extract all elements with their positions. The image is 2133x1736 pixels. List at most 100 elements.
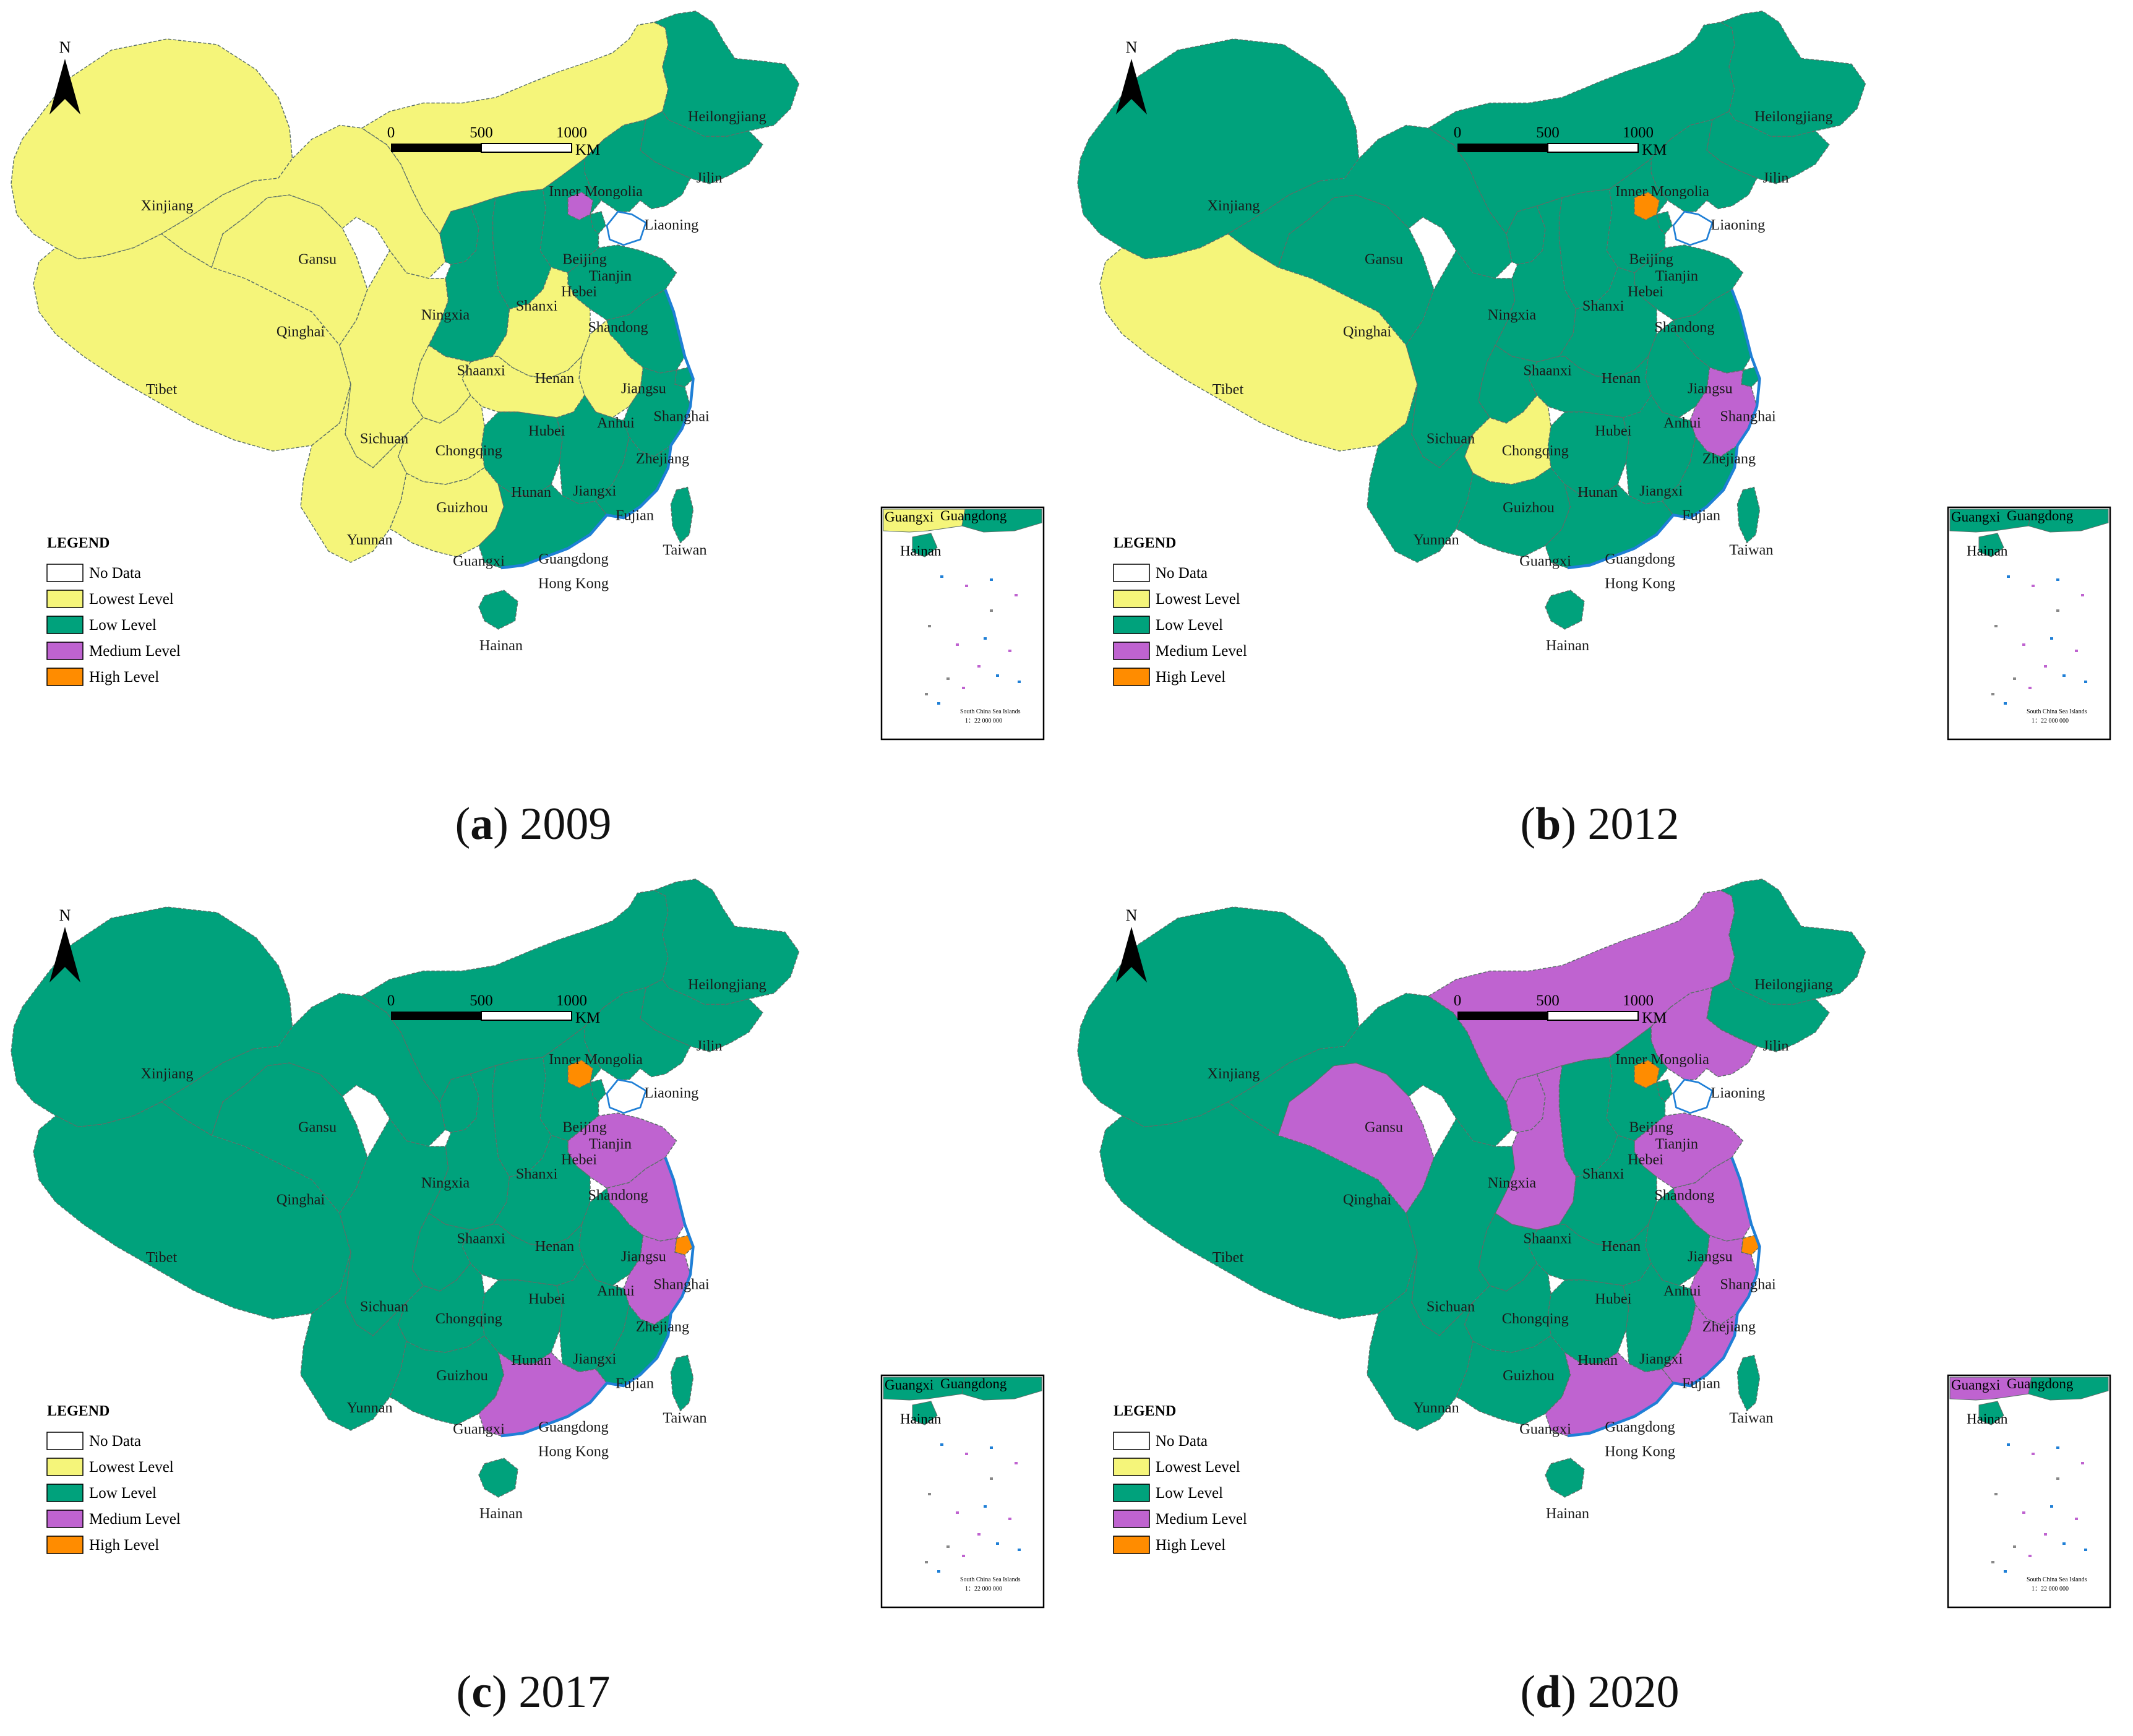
inset-label-hainan: Hainan bbox=[900, 1411, 942, 1427]
label-tianjin: Tianjin bbox=[1655, 268, 1698, 285]
province-taiwan bbox=[670, 486, 694, 544]
label-jilin: Jilin bbox=[1763, 170, 1789, 186]
label-tibet: Tibet bbox=[146, 381, 178, 398]
province-liaoning bbox=[584, 987, 691, 1080]
province-hainan bbox=[1545, 590, 1585, 630]
province-liaoning bbox=[1650, 119, 1757, 212]
north-label: N bbox=[59, 906, 71, 924]
island-mark bbox=[977, 665, 981, 668]
south-china-sea-inset: Guangxi Guangdong Hainan South China Sea Is… bbox=[1947, 1374, 2111, 1609]
province-heilongjiang bbox=[1720, 11, 1866, 137]
map-svg: Xinjiang Tibet Qinghai Gansu Inner Mongolia H… bbox=[11, 11, 1045, 741]
north-arrow-left bbox=[1116, 59, 1131, 114]
label-ningxia: Ningxia bbox=[1488, 307, 1536, 324]
label-taiwan: Taiwan bbox=[663, 1409, 706, 1426]
inset-guangdong bbox=[928, 1377, 1042, 1401]
north-arrow-left bbox=[49, 927, 65, 982]
inset-label-guangdong: Guangdong bbox=[940, 508, 1007, 523]
inset-label-guangxi: Guangxi bbox=[885, 509, 933, 525]
island-mark bbox=[2056, 1446, 2059, 1449]
island-mark bbox=[977, 1533, 981, 1536]
legend-swatch-low-level bbox=[1113, 616, 1150, 634]
label-jiangsu: Jiangsu bbox=[621, 1248, 666, 1265]
north-arrow-left bbox=[49, 59, 65, 114]
bohai-sea bbox=[606, 210, 647, 246]
legend-swatch-lowest-level bbox=[1113, 1458, 1150, 1476]
label-liaoning: Liaoning bbox=[1711, 1085, 1766, 1101]
province-chongqing bbox=[411, 1213, 471, 1292]
island-mark bbox=[1991, 1561, 1994, 1563]
label-hainan: Hainan bbox=[479, 637, 523, 654]
map-layer: Xinjiang Tibet Qinghai Gansu Inner Mongolia H… bbox=[1077, 879, 1866, 1522]
scale-tick-label: 500 bbox=[1536, 124, 1560, 141]
label-henan: Henan bbox=[1602, 1238, 1641, 1255]
label-yunnan: Yunnan bbox=[346, 531, 392, 548]
label-gansu: Gansu bbox=[1365, 251, 1403, 268]
island-mark bbox=[1015, 594, 1018, 596]
south-china-sea-inset: Guangxi Guangdong Hainan South China Sea Is… bbox=[880, 506, 1045, 741]
legend-title: LEGEND bbox=[47, 1403, 109, 1419]
label-heilongjiang: Heilongjiang bbox=[1754, 108, 1833, 125]
island-mark bbox=[984, 637, 987, 640]
label-sichuan: Sichuan bbox=[360, 1298, 408, 1315]
scale-segment-black bbox=[1457, 1012, 1548, 1020]
legend-title: LEGEND bbox=[1114, 1403, 1176, 1419]
province-chongqing bbox=[411, 345, 471, 424]
label-fujian: Fujian bbox=[616, 507, 654, 524]
label-guizhou: Guizhou bbox=[436, 1367, 488, 1384]
legend-item-medium-level: Medium Level bbox=[89, 643, 181, 660]
legend-swatch-no-data bbox=[46, 1432, 84, 1450]
label-fujian: Fujian bbox=[1682, 507, 1720, 524]
island-mark bbox=[1018, 1549, 1021, 1551]
label-gansu: Gansu bbox=[1365, 1119, 1403, 1136]
island-mark bbox=[2028, 1555, 2032, 1557]
label-ningxia: Ningxia bbox=[421, 1175, 470, 1192]
label-sichuan: Sichuan bbox=[1427, 1298, 1475, 1315]
legend-item-no-data: No Data bbox=[89, 1433, 141, 1450]
scale-segment-white bbox=[1547, 1011, 1639, 1021]
inset-label-hainan: Hainan bbox=[1967, 1411, 2008, 1427]
island-mark bbox=[2081, 594, 2084, 596]
province-shanghai bbox=[674, 1235, 694, 1256]
island-mark bbox=[925, 693, 928, 695]
province-chongqing bbox=[1478, 1213, 1538, 1292]
label-anhui: Anhui bbox=[1663, 1283, 1701, 1299]
caption-year: 2020 bbox=[1587, 1667, 1680, 1717]
inset-frame bbox=[880, 506, 1045, 741]
label-liaoning: Liaoning bbox=[645, 217, 699, 233]
legend-item-lowest-level: Lowest Level bbox=[89, 591, 174, 608]
inset-label-guangdong: Guangdong bbox=[2007, 1376, 2074, 1391]
label-beijing: Beijing bbox=[562, 251, 607, 268]
legend-swatch-medium-level bbox=[46, 642, 84, 660]
label-jiangxi: Jiangxi bbox=[573, 1351, 616, 1367]
inset-ratio: 1：22 000 000 bbox=[2032, 1586, 2069, 1592]
inset-frame bbox=[1947, 506, 2111, 741]
province-shanghai bbox=[1741, 367, 1761, 388]
legend-item-lowest-level: Lowest Level bbox=[1156, 1459, 1240, 1476]
caption-year: 2012 bbox=[1587, 799, 1680, 849]
scale-segment-black bbox=[391, 1012, 481, 1020]
north-arrow: N bbox=[49, 906, 80, 982]
province-taiwan bbox=[1736, 1354, 1761, 1412]
province-tianjin bbox=[590, 211, 606, 234]
inset-label-guangdong: Guangdong bbox=[2007, 508, 2074, 523]
label-anhui: Anhui bbox=[1663, 415, 1701, 431]
label-guangxi: Guangxi bbox=[1519, 552, 1571, 569]
legend-swatch-low-level bbox=[46, 616, 84, 634]
province-jiangxi bbox=[1623, 1263, 1696, 1373]
caption-year: 2017 bbox=[518, 1667, 611, 1717]
legend-swatch-no-data bbox=[1113, 564, 1150, 582]
label-shaanxi: Shaanxi bbox=[457, 363, 505, 379]
label-shandong: Shandong bbox=[1654, 319, 1714, 335]
scale-segment-white bbox=[1547, 143, 1639, 153]
island-mark bbox=[965, 585, 968, 587]
legend-swatch-medium-level bbox=[1113, 1510, 1150, 1528]
scale-segment-black bbox=[1457, 144, 1548, 152]
inset-frame bbox=[1947, 1374, 2111, 1609]
label-anhui: Anhui bbox=[597, 415, 635, 431]
legend-item-lowest-level: Lowest Level bbox=[89, 1459, 174, 1476]
island-mark bbox=[937, 702, 940, 705]
island-mark bbox=[1994, 1493, 1998, 1495]
province-jiangxi bbox=[556, 1263, 630, 1373]
island-mark bbox=[2084, 681, 2087, 683]
